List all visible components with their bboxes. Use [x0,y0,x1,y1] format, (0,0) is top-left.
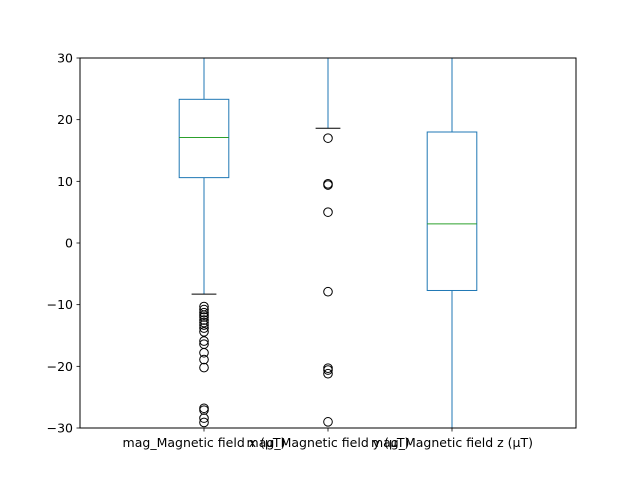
outlier-point [323,368,333,379]
outlier-point [199,304,209,315]
outlier-point [199,417,209,428]
outlier-point [199,403,209,414]
y-tick-label: −10 [47,297,73,312]
outlier-point [323,180,333,190]
outlier-point [199,405,209,415]
outliers-layer [199,133,333,428]
y-tick-label: 0 [65,236,73,251]
y-tick-label: 30 [57,51,73,66]
outlier-point [323,365,333,375]
y-tick-label: −20 [47,359,73,374]
y-tick-label: 10 [57,174,73,189]
outlier-point [199,312,209,322]
outlier-point [199,323,209,333]
x-tick-label: mag_Magnetic field x (µT) [123,435,286,450]
box-iqr [178,98,230,179]
box-iqr [426,131,478,291]
outlier-point [199,320,209,330]
outlier-point [199,336,209,346]
outlier-point [323,286,333,297]
x-axis: mag_Magnetic field x (µT)mag_Magnetic fi… [123,428,533,450]
outlier-point [199,315,209,325]
outlier-point [199,317,209,328]
outlier-point [199,347,209,358]
x-tick-label: mag_Magnetic field y (µT) [247,435,410,450]
outlier-point [323,133,333,143]
outlier-point [199,327,209,337]
outlier-point [199,413,209,423]
x-tick-label: mag_Magnetic field z (µT) [371,435,533,450]
y-tick-label: 20 [57,112,73,127]
y-tick-label: −30 [47,421,73,436]
outlier-point [199,307,209,318]
outlier-point [199,362,209,373]
outlier-point [323,207,333,217]
outlier-point [199,354,209,365]
boxes-layer [178,58,478,428]
y-axis: −30 −20 −10 0 10 20 30 [47,51,80,436]
outlier-point [323,417,333,427]
